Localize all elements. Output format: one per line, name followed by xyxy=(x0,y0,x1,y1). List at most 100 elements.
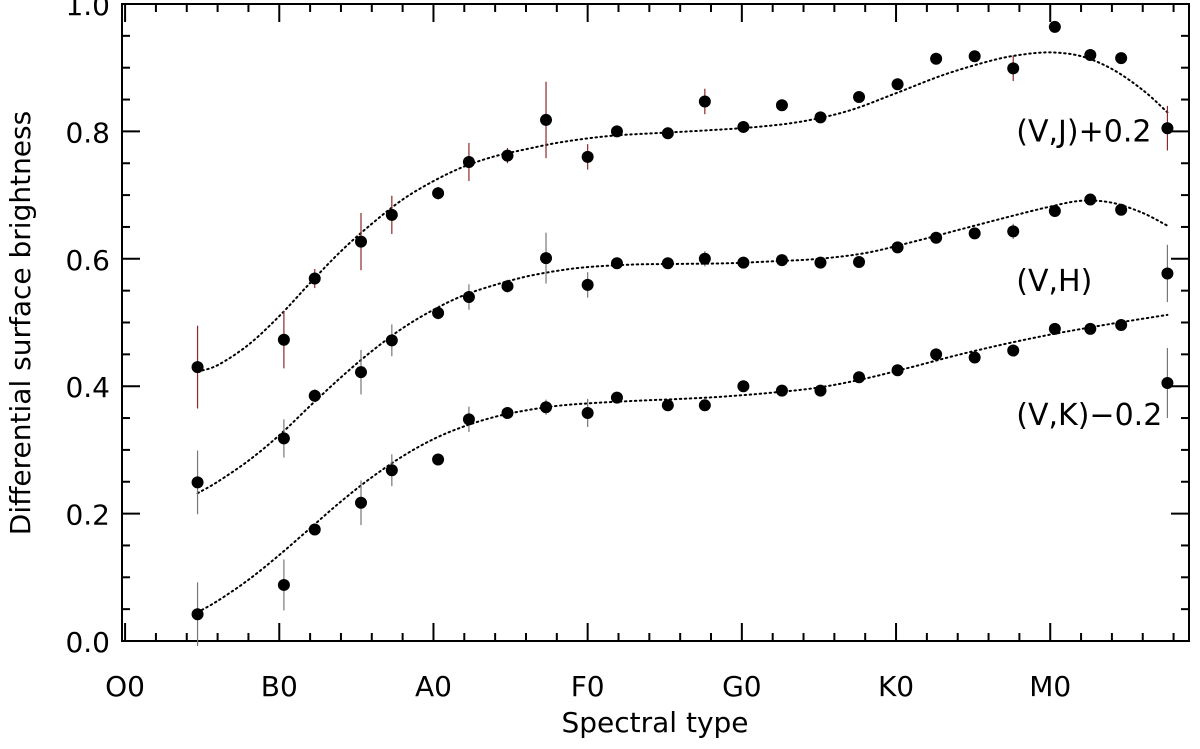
data-point xyxy=(540,252,553,265)
data-point xyxy=(462,291,475,304)
data-point xyxy=(385,208,398,221)
data-point xyxy=(432,453,445,466)
data-point xyxy=(354,366,367,379)
data-point xyxy=(737,380,750,393)
data-point xyxy=(610,125,623,138)
series-label-1: (V,H) xyxy=(1016,264,1092,299)
data-point xyxy=(930,52,943,65)
data-point xyxy=(853,91,866,104)
data-point xyxy=(775,384,788,397)
data-point xyxy=(1007,225,1020,238)
y-tick-label: 0.8 xyxy=(65,116,110,149)
data-point xyxy=(385,464,398,477)
data-point xyxy=(1115,319,1128,332)
data-point xyxy=(581,278,594,291)
data-point xyxy=(277,578,290,591)
data-point xyxy=(853,255,866,268)
fit-curve-1 xyxy=(196,199,1169,495)
axis-ticks xyxy=(122,3,1189,642)
x-tick-label: G0 xyxy=(722,670,762,703)
data-point xyxy=(737,256,750,269)
data-point xyxy=(1048,20,1061,33)
data-point xyxy=(775,254,788,267)
y-tick-label: 0.2 xyxy=(65,499,110,532)
fit-curves xyxy=(196,51,1169,614)
y-tick-label: 0.6 xyxy=(65,244,110,277)
data-point xyxy=(308,272,321,285)
data-points xyxy=(191,20,1174,621)
data-point xyxy=(737,120,750,133)
data-point xyxy=(698,252,711,265)
data-point xyxy=(1007,62,1020,75)
data-point xyxy=(1084,322,1097,335)
y-tick-label: 0.0 xyxy=(65,626,110,659)
data-point xyxy=(191,361,204,374)
data-point xyxy=(1048,322,1061,335)
data-point xyxy=(775,99,788,112)
x-tick-label: O0 xyxy=(105,670,145,703)
data-point xyxy=(891,241,904,254)
y-tick-label: 0.4 xyxy=(65,371,110,404)
data-point xyxy=(277,432,290,445)
data-point xyxy=(610,257,623,270)
data-point xyxy=(968,50,981,63)
data-point xyxy=(891,364,904,377)
y-axis-title: Differential surface brightness xyxy=(4,111,37,535)
fit-curve-0 xyxy=(196,51,1169,373)
series-label-2: (V,K)−0.2 xyxy=(1016,398,1162,433)
data-point xyxy=(501,406,514,419)
data-point xyxy=(814,384,827,397)
data-point xyxy=(814,256,827,269)
data-point xyxy=(385,334,398,347)
data-point xyxy=(1161,267,1174,280)
x-tick-label: B0 xyxy=(261,670,298,703)
data-point xyxy=(968,351,981,364)
series-label-0: (V,J)+0.2 xyxy=(1016,114,1151,149)
data-point xyxy=(277,333,290,346)
data-point xyxy=(432,187,445,200)
data-point xyxy=(853,371,866,384)
x-axis-title: Spectral type xyxy=(561,706,748,739)
data-point xyxy=(814,111,827,124)
data-point xyxy=(1084,48,1097,61)
data-point xyxy=(698,95,711,108)
series-labels: (V,J)+0.2 (V,H) (V,K)−0.2 xyxy=(1016,114,1162,432)
data-point xyxy=(930,348,943,361)
x-tick-label: K0 xyxy=(878,670,914,703)
data-point xyxy=(1161,122,1174,135)
data-point xyxy=(610,391,623,404)
data-point xyxy=(698,399,711,412)
data-point xyxy=(462,155,475,168)
data-point xyxy=(462,413,475,426)
x-tick-label: F0 xyxy=(571,670,605,703)
data-point xyxy=(968,227,981,240)
data-point xyxy=(501,149,514,162)
plot-frame xyxy=(121,3,1190,642)
data-point xyxy=(581,406,594,419)
data-point xyxy=(308,523,321,536)
data-point xyxy=(1115,52,1128,65)
data-point xyxy=(501,280,514,293)
data-point xyxy=(661,127,674,140)
data-point xyxy=(540,401,553,414)
data-point xyxy=(540,113,553,126)
data-point xyxy=(354,496,367,509)
data-point xyxy=(1084,193,1097,206)
data-point xyxy=(661,399,674,412)
data-point xyxy=(891,78,904,91)
data-point xyxy=(661,257,674,270)
data-point xyxy=(1115,203,1128,216)
data-point xyxy=(930,231,943,244)
data-point xyxy=(1161,377,1174,390)
x-tick-label: A0 xyxy=(415,670,452,703)
data-point xyxy=(1048,205,1061,218)
data-point xyxy=(354,235,367,248)
data-point xyxy=(191,476,204,489)
data-point xyxy=(581,150,594,163)
x-tick-label: M0 xyxy=(1029,670,1071,703)
data-point xyxy=(191,608,204,621)
data-point xyxy=(1007,344,1020,357)
data-point xyxy=(432,306,445,319)
y-tick-label: 1.0 xyxy=(65,0,110,22)
